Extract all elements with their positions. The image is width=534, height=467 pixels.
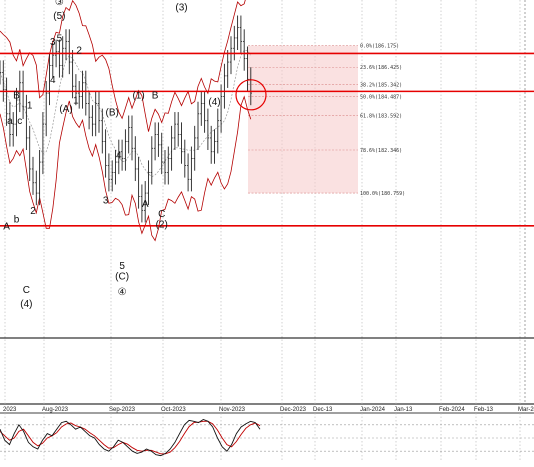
lower-band (0, 95, 252, 242)
date-tick-label: Nov-2023 (219, 407, 246, 413)
wave-label: B (152, 90, 159, 101)
wave-label: 5 (57, 33, 63, 44)
wave-label: (1) (132, 90, 144, 101)
wave-label: ③ (55, 0, 64, 8)
wave-label: (A) (59, 104, 72, 115)
wave-label: C (158, 209, 165, 220)
fib-level-label: 38.2%(185.342) (360, 82, 402, 88)
wave-label: B (13, 90, 20, 101)
upper-band (0, 0, 246, 132)
date-tick-label: Feb-2024 (439, 407, 465, 413)
oscillator-main-line (0, 418, 261, 457)
moving-average (0, 49, 252, 178)
wave-label: (5) (53, 11, 65, 22)
wave-label: 1 (27, 101, 33, 112)
wave-label: (2) (156, 220, 168, 231)
fib-level-label: 78.6%(182.346) (360, 148, 402, 154)
wave-label: 2 (76, 45, 82, 56)
wave-label: a (7, 116, 13, 127)
wave-label: (B) (106, 108, 119, 119)
date-tick-label: Feb-13 (474, 407, 494, 413)
wave-label: 3 (50, 37, 56, 48)
wave-label: 3 (103, 195, 109, 206)
date-tick-label: Aug-2023 (42, 407, 69, 413)
reversal-circle (235, 79, 267, 111)
wave-label: 4 (50, 75, 56, 86)
oscillator-signal-line (0, 420, 261, 455)
fib-level-label: 61.8%(183.592) (360, 114, 402, 120)
wave-label: (3) (175, 2, 187, 13)
wave-label: 4 (116, 151, 122, 162)
fibonacci-zone (248, 45, 358, 194)
wave-label: (4) (20, 299, 32, 310)
date-tick-label: 2023 (3, 407, 17, 413)
fib-level-label: 0.0%(186.175) (360, 44, 399, 50)
date-tick-label: Mar-2024 (518, 407, 534, 413)
fib-level-label: 23.6%(186.425) (360, 65, 402, 71)
wave-label: (C) (115, 271, 129, 282)
date-tick-label: Dec-2023 (280, 407, 307, 413)
wave-label: (4) (208, 97, 220, 108)
date-tick-label: Oct-2023 (161, 407, 186, 413)
date-tick-label: Sep-2023 (109, 407, 136, 413)
wave-label: b (14, 214, 20, 225)
wave-label: 5 (119, 261, 125, 272)
wave-label: A (142, 199, 149, 210)
wave-label: A (3, 221, 10, 232)
wave-label: ④ (118, 287, 127, 298)
date-tick-label: Jan-13 (394, 407, 413, 413)
date-tick-label: Jan-2024 (360, 407, 386, 413)
fib-level-label: 50.0%(184.487) (360, 95, 402, 101)
date-tick-label: Dec-13 (313, 407, 333, 413)
fib-level-label: 100.0%(180.759) (360, 191, 405, 197)
wave-label: c (17, 116, 22, 127)
wave-label: C (23, 285, 30, 296)
wave-label: 1 (73, 95, 79, 106)
wave-label: 2 (30, 206, 36, 217)
